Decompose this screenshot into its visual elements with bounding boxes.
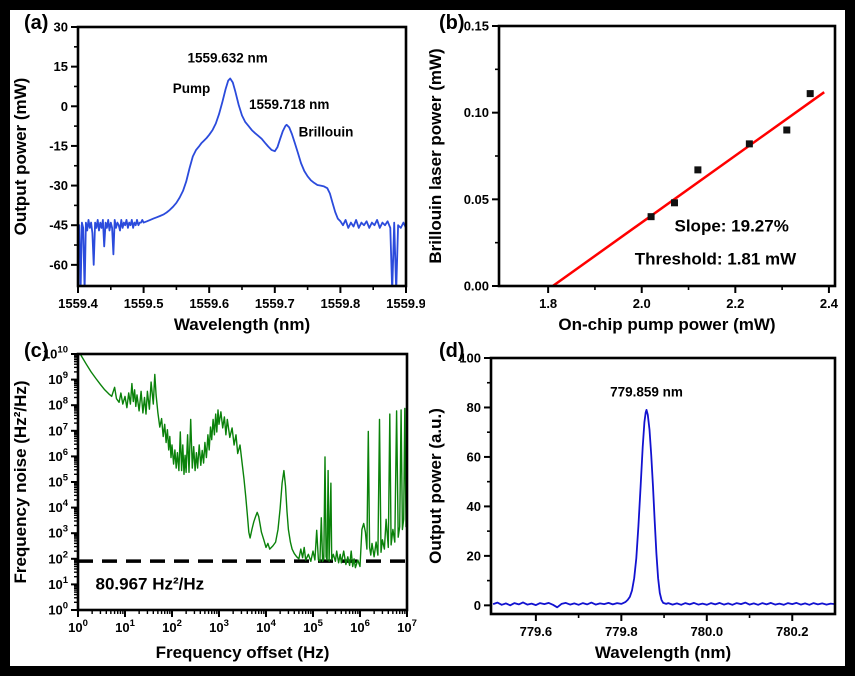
panel-d: (d) 779.6 779.8 780.0 780.2 0 20 40 60 80 100 779.… — [425, 338, 845, 666]
x-tick-label: 1559.4 — [58, 296, 99, 311]
plot-box-a — [76, 25, 408, 288]
chart-a-output-spectrum: 1559.4 1559.5 1559.6 1559.7 1559.8 1559.9 30 15… — [11, 20, 425, 335]
measured-points — [806, 90, 814, 98]
linear-fit — [552, 91, 825, 286]
y-axis-label-a: Output power (mW) — [11, 78, 30, 236]
y-tick-label: -60 — [49, 257, 68, 272]
x-tick-label: 780.0 — [691, 624, 724, 639]
y-tick-label: 104 — [48, 498, 68, 515]
x-axis-label-a: Wavelength (nm) — [174, 315, 310, 334]
y-tick-label: 107 — [48, 421, 68, 438]
chart-c-frequency-noise: 100 101 102 103 104 105 106 107 100 101 102 103 104 1… — [11, 345, 417, 663]
y-tick-label: 60 — [467, 449, 481, 464]
plot-box-b — [497, 24, 837, 288]
panel-c-tag: (c) — [24, 340, 49, 362]
x-tick-label: 101 — [115, 618, 135, 635]
annotation: 779.859 nm — [610, 384, 683, 399]
measured-points — [647, 213, 655, 221]
y-tick-label: 108 — [48, 396, 68, 413]
y-tick-label: 0.15 — [464, 19, 489, 34]
x-tick-label: 102 — [162, 618, 182, 635]
plot-box-c — [76, 352, 409, 612]
x-tick-label: 2.2 — [726, 296, 744, 311]
x-tick-label: 1559.8 — [321, 296, 361, 311]
measured-points — [745, 140, 753, 148]
chart-d-shg-spectrum: 779.6 779.8 780.0 780.2 0 20 40 60 80 100 779.859 … — [426, 351, 837, 662]
plot-box-d — [489, 356, 837, 616]
y-tick-label: 15 — [54, 59, 68, 74]
y-tick-label: 101 — [48, 575, 68, 592]
y-tick-label: 100 — [48, 601, 68, 618]
x-tick-label: 2.0 — [633, 296, 651, 311]
y-tick-label: 30 — [54, 20, 68, 35]
y-tick-label: -15 — [49, 138, 68, 153]
x-tick-label: 107 — [397, 618, 417, 635]
y-tick-label: 102 — [48, 549, 68, 566]
x-tick-label: 1559.6 — [189, 296, 229, 311]
y-tick-label: 0 — [474, 598, 481, 613]
shg-spectrum — [492, 409, 835, 609]
x-axis-label-b: On-chip pump power (mW) — [558, 315, 775, 334]
y-axis-label-c: Frequency noise (Hz²/Hz) — [11, 380, 30, 583]
x-tick-label: 106 — [350, 618, 370, 635]
y-axis-label-b: Brillouin laser power (mW) — [426, 48, 445, 263]
y-tick-label: -30 — [49, 178, 68, 193]
y-tick-label: 109 — [48, 370, 68, 387]
y-tick-label: 105 — [48, 473, 68, 490]
x-tick-label: 1559.5 — [124, 296, 164, 311]
x-tick-label: 2.4 — [820, 296, 839, 311]
annotation: 1559.718 nm — [249, 97, 329, 112]
y-tick-label: 20 — [467, 548, 481, 563]
annotation: Threshold: 1.81 mW — [635, 249, 797, 268]
annotation: 1559.632 nm — [187, 51, 267, 66]
measured-points — [670, 199, 678, 207]
x-tick-label: 103 — [209, 618, 229, 635]
panel-a-tag: (a) — [24, 12, 49, 34]
x-axis-label-d: Wavelength (nm) — [595, 643, 731, 662]
y-tick-label: 40 — [467, 499, 481, 514]
y-tick-label: 0.05 — [464, 192, 489, 207]
measured-points — [783, 126, 791, 134]
figure-content: (a) 1559.4 1559.5 1559.6 1559.7 1559.8 1559.9… — [10, 10, 845, 666]
panel-c: (c) 100 101 102 103 104 105 106 107 100 101 102 103… — [10, 338, 425, 666]
panel-b-tag: (b) — [439, 12, 465, 34]
annotation: Pump — [173, 81, 211, 96]
x-tick-label: 779.8 — [605, 624, 638, 639]
x-tick-label: 1559.9 — [386, 296, 425, 311]
x-tick-label: 1.8 — [539, 296, 557, 311]
panel-b: (b) 1.8 2.0 2.2 2.4 0.00 0.05 0.10 0.15 Slope: 1… — [425, 10, 845, 338]
y-tick-label: 100 — [459, 351, 481, 366]
x-tick-label: 780.2 — [776, 624, 809, 639]
x-tick-label: 105 — [303, 618, 323, 635]
annotation: Brillouin — [299, 125, 354, 140]
y-tick-label: -45 — [49, 218, 68, 233]
y-tick-label: 106 — [48, 447, 68, 464]
x-axis-label-c: Frequency offset (Hz) — [156, 643, 330, 662]
y-tick-label: 103 — [48, 524, 68, 541]
y-tick-label: 0.10 — [464, 105, 489, 120]
y-tick-label: 0 — [61, 99, 68, 114]
panel-a: (a) 1559.4 1559.5 1559.6 1559.7 1559.8 1559.9… — [10, 10, 425, 338]
x-tick-label: 1559.7 — [255, 296, 295, 311]
annotation: Slope: 19.27% — [675, 216, 789, 235]
annotation: 80.967 Hz²/Hz — [96, 575, 205, 594]
x-tick-label: 104 — [256, 618, 276, 635]
frequency-noise-trace — [79, 354, 407, 569]
y-tick-label: 0.00 — [464, 279, 489, 294]
x-tick-label: 779.6 — [520, 624, 553, 639]
measured-points — [694, 166, 702, 174]
y-tick-label: 80 — [467, 400, 481, 415]
chart-b-laser-power: 1.8 2.0 2.2 2.4 0.00 0.05 0.10 0.15 Slope: 19.27… — [426, 19, 839, 335]
pump-brillouin-spectrum — [78, 77, 406, 286]
x-tick-label: 100 — [68, 618, 88, 635]
y-axis-label-d: Output power (a.u.) — [426, 408, 445, 564]
panel-d-tag: (d) — [439, 340, 465, 362]
